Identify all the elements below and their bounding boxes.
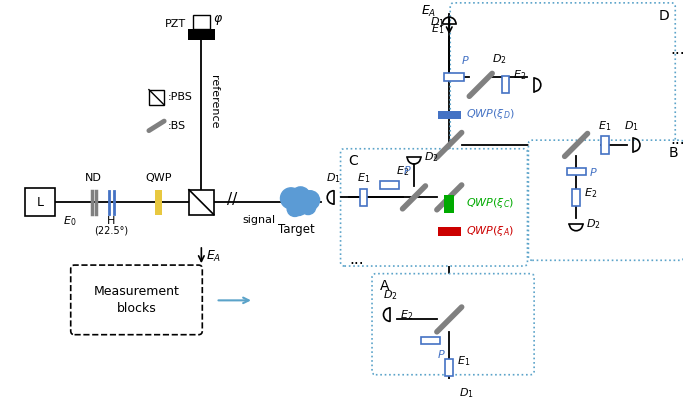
Bar [444, 195, 454, 213]
Circle shape [281, 188, 302, 209]
Bar [438, 227, 461, 235]
Text: $D_1$: $D_1$ [326, 171, 342, 185]
Text: $E_A$: $E_A$ [421, 4, 436, 19]
Bar [188, 29, 215, 40]
Text: $D_1$: $D_1$ [458, 386, 474, 397]
Bar [601, 136, 608, 154]
Text: ···: ··· [671, 137, 685, 152]
Circle shape [300, 191, 320, 210]
Text: ND: ND [85, 173, 102, 183]
Text: ···: ··· [349, 256, 364, 272]
Text: Target: Target [279, 223, 315, 236]
Text: D: D [659, 9, 669, 23]
Text: $QWP(\xi_C)$: $QWP(\xi_C)$ [466, 196, 514, 210]
Text: :BS: :BS [168, 121, 186, 131]
FancyBboxPatch shape [450, 3, 676, 158]
Text: $E_1$: $E_1$ [357, 171, 370, 185]
Text: $P$: $P$ [461, 54, 470, 66]
Text: C: C [348, 154, 358, 168]
FancyBboxPatch shape [372, 274, 534, 375]
Text: H: H [106, 216, 115, 226]
Text: $D_2$: $D_2$ [586, 217, 601, 231]
FancyBboxPatch shape [341, 149, 528, 266]
Text: PZT: PZT [165, 19, 186, 29]
Text: (22.5°): (22.5°) [94, 226, 128, 236]
Bar [155, 190, 162, 214]
Text: ···: ··· [671, 47, 685, 62]
Text: $E_2$: $E_2$ [513, 68, 526, 82]
Text: A: A [379, 279, 389, 293]
Text: B: B [668, 146, 678, 160]
Circle shape [291, 187, 310, 206]
Bar [445, 358, 453, 376]
Bar [438, 111, 461, 119]
Text: $P$: $P$ [402, 164, 411, 176]
Text: $E_1$: $E_1$ [598, 119, 611, 133]
Bar [193, 15, 210, 29]
Text: reference: reference [209, 75, 219, 129]
Text: :PBS: :PBS [168, 92, 193, 102]
Bar [149, 90, 164, 105]
Text: //: // [227, 192, 237, 207]
Text: $QWP(\xi_D)$: $QWP(\xi_D)$ [466, 108, 515, 121]
Circle shape [300, 199, 316, 214]
Bar [421, 337, 440, 344]
Bar [189, 190, 213, 214]
Text: $E_A$: $E_A$ [206, 249, 221, 264]
Text: Measurement
blocks: Measurement blocks [94, 285, 179, 315]
Bar [25, 188, 55, 216]
Text: $E_1$: $E_1$ [457, 355, 470, 368]
Circle shape [287, 201, 302, 216]
Bar [379, 181, 399, 189]
Text: $D_1$: $D_1$ [430, 15, 444, 29]
Text: $\varphi$: $\varphi$ [213, 13, 223, 27]
Text: $E_0$: $E_0$ [63, 214, 76, 228]
Bar [502, 76, 510, 93]
Bar [573, 189, 580, 206]
Text: $D_2$: $D_2$ [424, 150, 438, 164]
Text: $D_2$: $D_2$ [492, 52, 507, 66]
Text: $E_2$: $E_2$ [584, 186, 597, 200]
Bar [566, 168, 586, 175]
Text: $P$: $P$ [589, 166, 598, 177]
Text: $E_1$: $E_1$ [431, 23, 444, 37]
Text: $D_2$: $D_2$ [383, 289, 398, 302]
FancyBboxPatch shape [71, 265, 202, 335]
Bar [360, 189, 368, 206]
Text: $QWP(\xi_A)$: $QWP(\xi_A)$ [466, 224, 514, 238]
Bar [444, 73, 463, 81]
Text: $E_2$: $E_2$ [396, 164, 410, 177]
Text: signal: signal [242, 216, 275, 225]
Text: L: L [36, 196, 43, 209]
Text: $P$: $P$ [438, 348, 446, 360]
Text: $D_1$: $D_1$ [624, 119, 639, 133]
Circle shape [290, 198, 307, 216]
FancyBboxPatch shape [528, 140, 684, 260]
Text: $E_2$: $E_2$ [400, 308, 413, 322]
Text: QWP: QWP [145, 173, 172, 183]
